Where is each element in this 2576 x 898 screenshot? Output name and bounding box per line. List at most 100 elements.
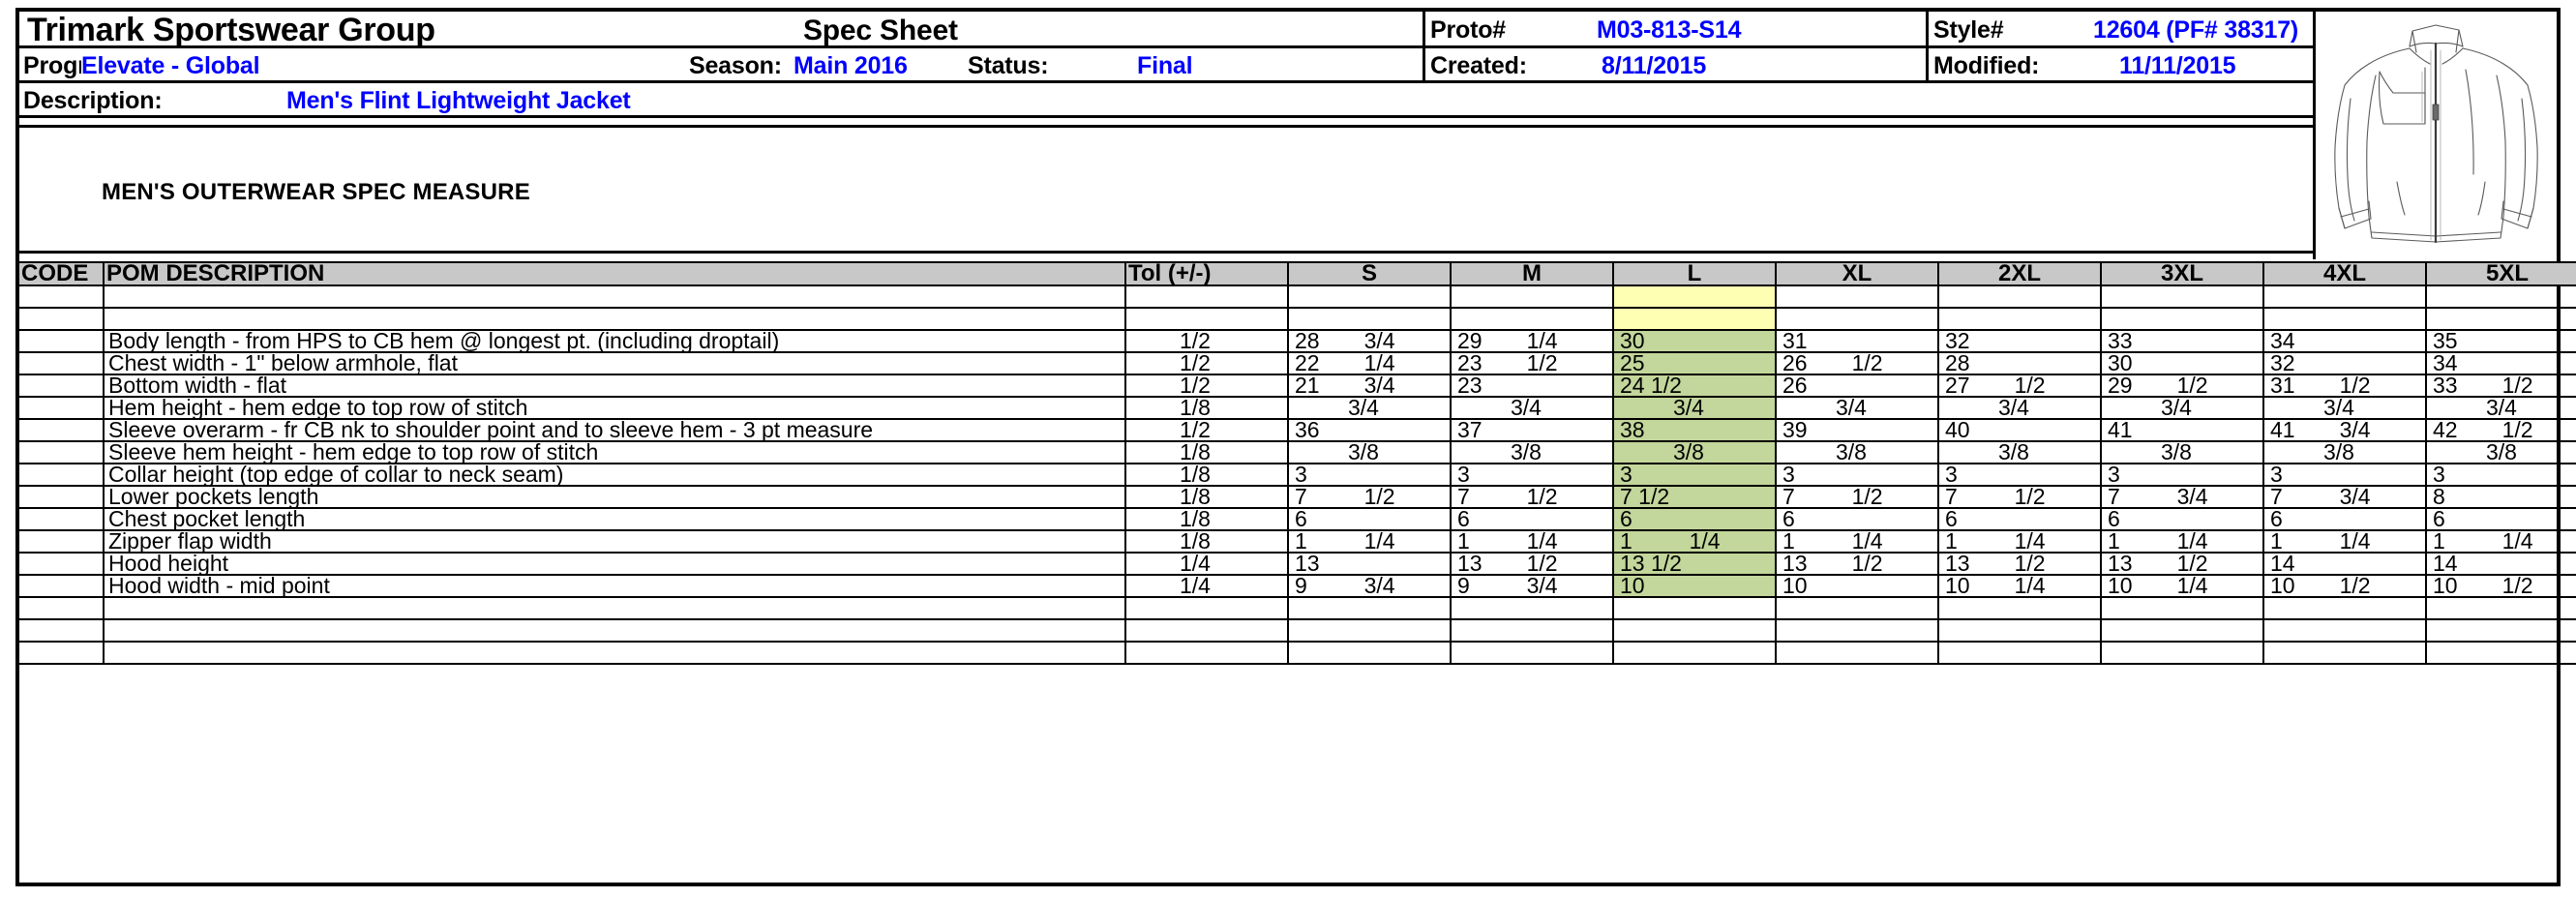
cell-tolerance[interactable]: 1/8	[1124, 485, 1289, 509]
cell-l[interactable]: 7 1/2	[1612, 485, 1777, 509]
cell-pom-description[interactable]: Lower pockets length	[103, 485, 1126, 509]
cell-l[interactable]: 1 1/4	[1612, 529, 1777, 554]
cell-4xl[interactable]: 3/8	[2262, 440, 2427, 464]
cell-s[interactable]: 22 1/4	[1287, 351, 1452, 375]
cell-m[interactable]: 3/8	[1450, 440, 1614, 464]
cell-3xl[interactable]: 30	[2100, 351, 2264, 375]
cell-l[interactable]: 3/8	[1612, 440, 1777, 464]
cell-code[interactable]	[17, 552, 105, 576]
cell-3xl[interactable]: 3	[2100, 463, 2264, 487]
cell-s[interactable]: 21 3/4	[1287, 374, 1452, 398]
table-row[interactable]: Hem height - hem edge to top row of stit…	[17, 396, 2576, 420]
cell-3xl[interactable]	[2100, 641, 2264, 665]
cell-tolerance[interactable]: 1/8	[1124, 507, 1289, 531]
cell-pom-description[interactable]: Zipper flap width	[103, 529, 1126, 554]
cell-l[interactable]: 6	[1612, 507, 1777, 531]
table-row-blank-top-1[interactable]	[17, 284, 2576, 309]
cell-3xl[interactable]: 10 1/4	[2100, 574, 2264, 598]
cell-m[interactable]: 23	[1450, 374, 1614, 398]
table-row[interactable]: Hood width - mid point 1/4 9 3/4 9 3/4 10 10 10 1…	[17, 574, 2576, 598]
cell-3xl[interactable]: 41	[2100, 418, 2264, 442]
cell-s[interactable]: 6	[1287, 507, 1452, 531]
cell-xl[interactable]	[1775, 307, 1939, 331]
cell-3xl[interactable]: 1 1/4	[2100, 529, 2264, 554]
cell-l[interactable]	[1612, 641, 1777, 665]
cell-xl[interactable]: 31	[1775, 329, 1939, 353]
cell-4xl[interactable]: 31 1/2	[2262, 374, 2427, 398]
cell-s[interactable]: 3/8	[1287, 440, 1452, 464]
cell-code[interactable]	[17, 574, 105, 598]
col-header-size-2xl[interactable]: 2XL	[1937, 261, 2102, 286]
col-header-size-s[interactable]: S	[1287, 261, 1452, 286]
cell-s[interactable]: 1 1/4	[1287, 529, 1452, 554]
col-header-size-3xl[interactable]: 3XL	[2100, 261, 2264, 286]
cell-tolerance[interactable]: 1/4	[1124, 574, 1289, 598]
cell-5xl[interactable]: 14	[2425, 552, 2576, 576]
cell-m[interactable]: 13 1/2	[1450, 552, 1614, 576]
cell-tol[interactable]	[1124, 596, 1289, 620]
cell-xl[interactable]: 7 1/2	[1775, 485, 1939, 509]
cell-tolerance[interactable]: 1/2	[1124, 418, 1289, 442]
table-row[interactable]: Zipper flap width 1/8 1 1/4 1 1/4 1 1/4 1 1/4 1 1/4…	[17, 529, 2576, 554]
cell-l[interactable]	[1612, 618, 1777, 643]
cell-l[interactable]	[1612, 596, 1777, 620]
cell-2xl[interactable]	[1937, 284, 2102, 309]
cell-4xl[interactable]: 7 3/4	[2262, 485, 2427, 509]
cell-tol[interactable]	[1124, 307, 1289, 331]
cell-l[interactable]: 24 1/2	[1612, 374, 1777, 398]
cell-pom-description[interactable]: Hood height	[103, 552, 1126, 576]
cell-pom[interactable]	[103, 596, 1126, 620]
cell-3xl[interactable]	[2100, 307, 2264, 331]
cell-s[interactable]	[1287, 641, 1452, 665]
cell-pom-description[interactable]: Hem height - hem edge to top row of stit…	[103, 396, 1126, 420]
cell-m[interactable]	[1450, 596, 1614, 620]
table-row[interactable]: Collar height (top edge of collar to nec…	[17, 463, 2576, 487]
cell-2xl[interactable]: 1 1/4	[1937, 529, 2102, 554]
cell-4xl[interactable]: 10 1/2	[2262, 574, 2427, 598]
cell-2xl[interactable]: 3/8	[1937, 440, 2102, 464]
col-header-size-5xl[interactable]: 5XL	[2425, 261, 2576, 286]
cell-code[interactable]	[17, 418, 105, 442]
cell-code[interactable]	[17, 440, 105, 464]
cell-2xl[interactable]: 10 1/4	[1937, 574, 2102, 598]
cell-2xl[interactable]: 27 1/2	[1937, 374, 2102, 398]
cell-m[interactable]: 6	[1450, 507, 1614, 531]
cell-m[interactable]	[1450, 618, 1614, 643]
cell-l[interactable]	[1612, 284, 1777, 309]
cell-pom[interactable]	[103, 284, 1126, 309]
cell-2xl[interactable]	[1937, 307, 2102, 331]
table-row[interactable]: Sleeve hem height - hem edge to top row …	[17, 440, 2576, 464]
cell-code[interactable]	[17, 284, 105, 309]
cell-tolerance[interactable]: 1/2	[1124, 329, 1289, 353]
cell-4xl[interactable]: 41 3/4	[2262, 418, 2427, 442]
cell-s[interactable]: 36	[1287, 418, 1452, 442]
cell-code[interactable]	[17, 507, 105, 531]
cell-5xl[interactable]	[2425, 284, 2576, 309]
table-row[interactable]: Chest pocket length 1/8 6 6 6 6 6 6 6 6	[17, 507, 2576, 531]
cell-4xl[interactable]	[2262, 641, 2427, 665]
table-row[interactable]: Sleeve overarm - fr CB nk to shoulder po…	[17, 418, 2576, 442]
cell-xl[interactable]: 26 1/2	[1775, 351, 1939, 375]
cell-code[interactable]	[17, 463, 105, 487]
cell-code[interactable]	[17, 374, 105, 398]
cell-5xl[interactable]: 3/4	[2425, 396, 2576, 420]
cell-3xl[interactable]: 7 3/4	[2100, 485, 2264, 509]
cell-2xl[interactable]	[1937, 596, 2102, 620]
cell-3xl[interactable]: 13 1/2	[2100, 552, 2264, 576]
cell-l[interactable]: 13 1/2	[1612, 552, 1777, 576]
cell-pom-description[interactable]: Hood width - mid point	[103, 574, 1126, 598]
cell-xl[interactable]: 3/4	[1775, 396, 1939, 420]
cell-tolerance[interactable]: 1/8	[1124, 396, 1289, 420]
cell-2xl[interactable]: 40	[1937, 418, 2102, 442]
cell-5xl[interactable]: 3/8	[2425, 440, 2576, 464]
cell-pom[interactable]	[103, 307, 1126, 331]
cell-tol[interactable]	[1124, 641, 1289, 665]
cell-2xl[interactable]	[1937, 618, 2102, 643]
table-row[interactable]: Lower pockets length 1/8 7 1/2 7 1/2 7 1/2 7 1/2…	[17, 485, 2576, 509]
cell-s[interactable]: 3	[1287, 463, 1452, 487]
cell-m[interactable]: 23 1/2	[1450, 351, 1614, 375]
cell-code[interactable]	[17, 351, 105, 375]
cell-xl[interactable]: 1 1/4	[1775, 529, 1939, 554]
cell-4xl[interactable]: 3	[2262, 463, 2427, 487]
cell-l[interactable]: 3	[1612, 463, 1777, 487]
